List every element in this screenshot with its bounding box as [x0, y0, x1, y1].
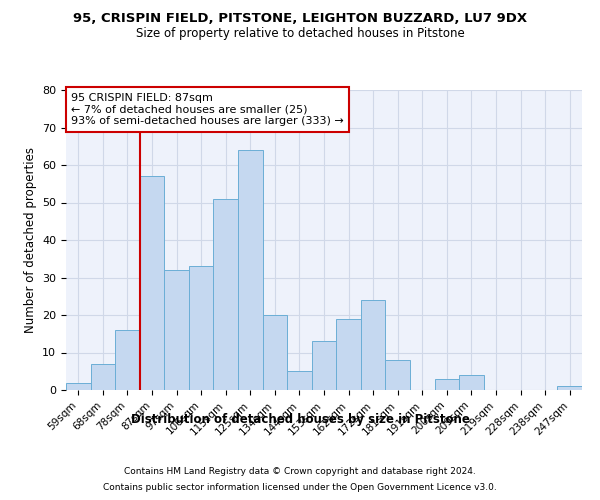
Text: 95 CRISPIN FIELD: 87sqm
← 7% of detached houses are smaller (25)
93% of semi-det: 95 CRISPIN FIELD: 87sqm ← 7% of detached…: [71, 93, 344, 126]
Bar: [140, 176, 164, 390]
Text: 95, CRISPIN FIELD, PITSTONE, LEIGHTON BUZZARD, LU7 9DX: 95, CRISPIN FIELD, PITSTONE, LEIGHTON BU…: [73, 12, 527, 26]
Bar: [557, 386, 582, 390]
Bar: [91, 364, 115, 390]
Bar: [287, 371, 312, 390]
Bar: [459, 375, 484, 390]
Bar: [263, 315, 287, 390]
Text: Distribution of detached houses by size in Pitstone: Distribution of detached houses by size …: [131, 412, 469, 426]
Bar: [361, 300, 385, 390]
Y-axis label: Number of detached properties: Number of detached properties: [23, 147, 37, 333]
Bar: [214, 198, 238, 390]
Bar: [336, 319, 361, 390]
Bar: [434, 379, 459, 390]
Text: Contains public sector information licensed under the Open Government Licence v3: Contains public sector information licen…: [103, 482, 497, 492]
Bar: [189, 266, 214, 390]
Bar: [312, 341, 336, 390]
Bar: [115, 330, 140, 390]
Bar: [238, 150, 263, 390]
Text: Size of property relative to detached houses in Pitstone: Size of property relative to detached ho…: [136, 28, 464, 40]
Bar: [164, 270, 189, 390]
Text: Contains HM Land Registry data © Crown copyright and database right 2024.: Contains HM Land Registry data © Crown c…: [124, 468, 476, 476]
Bar: [385, 360, 410, 390]
Bar: [66, 382, 91, 390]
